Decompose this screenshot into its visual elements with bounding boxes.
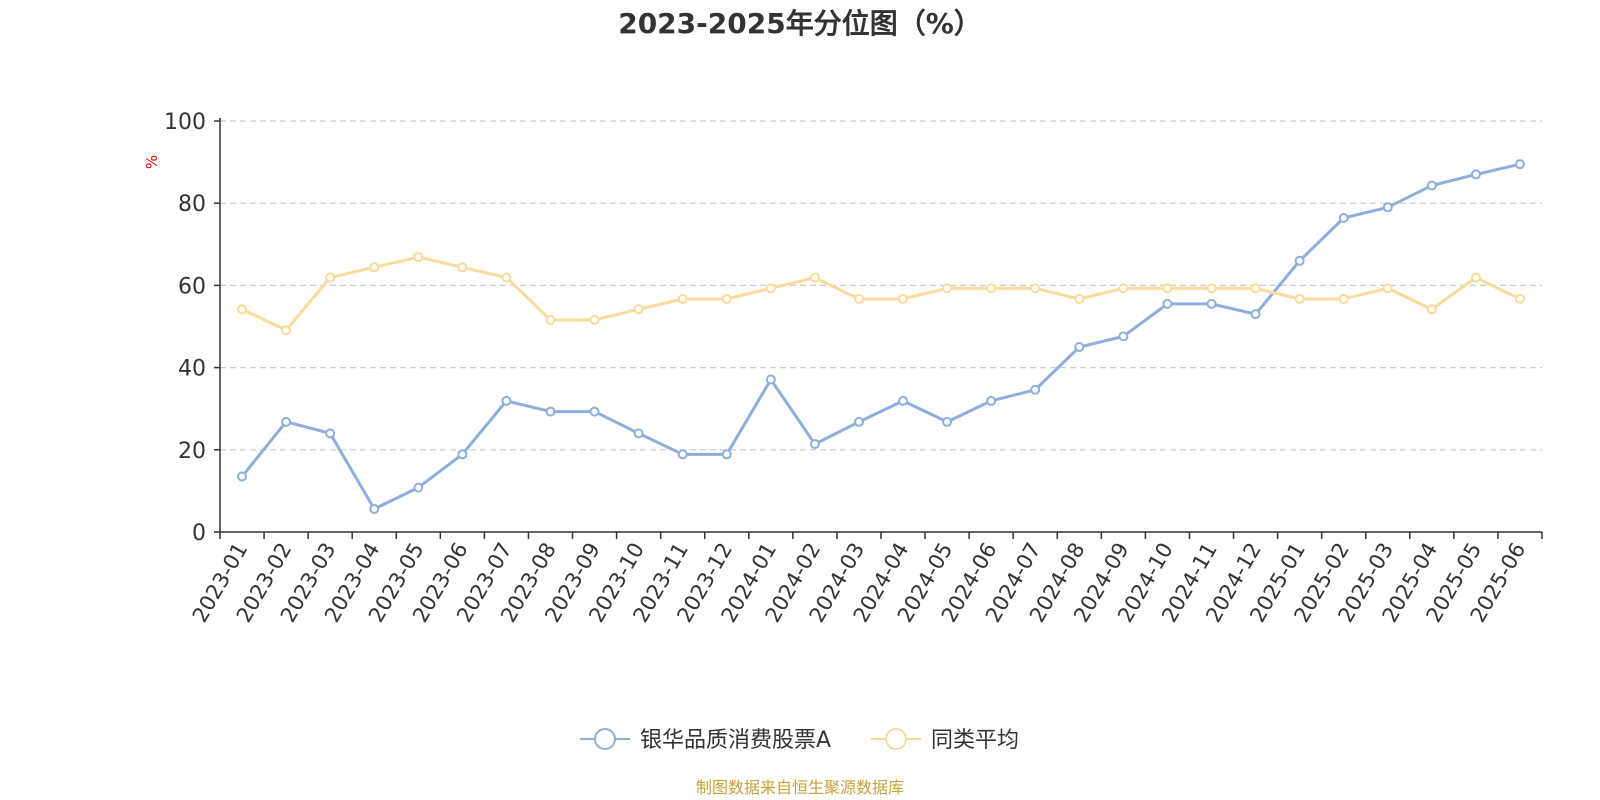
series-2-point[interactable]: [853, 293, 864, 304]
series-2-point[interactable]: [545, 314, 556, 325]
series-2-point[interactable]: [1514, 293, 1525, 304]
series-1-point[interactable]: [1514, 159, 1525, 170]
axes: 0204060801002023-012023-022023-032023-04…: [164, 110, 1543, 626]
series-2-point[interactable]: [501, 272, 512, 283]
grid-lines: [220, 120, 1542, 451]
series-2-point[interactable]: [1206, 283, 1217, 294]
series-2-point[interactable]: [1250, 283, 1261, 294]
series-1-point[interactable]: [413, 482, 424, 493]
series-1-point[interactable]: [1294, 255, 1305, 266]
series-1-point[interactable]: [501, 395, 512, 406]
series-2-point[interactable]: [1470, 272, 1481, 283]
series-2-point[interactable]: [1118, 283, 1129, 294]
series-1-point[interactable]: [1074, 342, 1085, 353]
y-tick-label: 40: [178, 357, 206, 382]
series-2-point[interactable]: [677, 293, 688, 304]
series-1-line: [240, 162, 1521, 511]
series-1-point[interactable]: [1030, 384, 1041, 395]
series-2-point[interactable]: [898, 293, 909, 304]
series-2-point[interactable]: [633, 304, 644, 315]
series-1-point[interactable]: [1206, 298, 1217, 309]
series-1: [237, 159, 1525, 514]
series-1-point[interactable]: [1250, 309, 1261, 320]
y-tick-label: 20: [178, 439, 206, 464]
series-2: [237, 252, 1525, 336]
legend-series-2-label: 同类平均: [931, 728, 1019, 753]
series-2-point[interactable]: [1162, 283, 1173, 294]
legend-series-2-marker: [885, 728, 907, 750]
series-1-point[interactable]: [1382, 202, 1393, 213]
series-2-point[interactable]: [942, 283, 953, 294]
legend-series-1-marker: [594, 728, 616, 750]
series-1-point[interactable]: [677, 449, 688, 460]
y-axis-unit-label: %: [143, 155, 161, 169]
series-1-point[interactable]: [1470, 169, 1481, 180]
series-1-point[interactable]: [237, 471, 248, 482]
series-1-point[interactable]: [589, 406, 600, 417]
series-2-point[interactable]: [457, 262, 468, 273]
series-2-point[interactable]: [1294, 293, 1305, 304]
y-tick-label: 100: [164, 110, 206, 135]
series-1-point[interactable]: [281, 416, 292, 427]
series-1-point[interactable]: [1118, 331, 1129, 342]
series-2-point[interactable]: [589, 314, 600, 325]
y-tick-label: 60: [178, 274, 206, 299]
series-2-point[interactable]: [1074, 293, 1085, 304]
series-2-point[interactable]: [413, 252, 424, 263]
series-1-point[interactable]: [1338, 212, 1349, 223]
series-2-point[interactable]: [1030, 283, 1041, 294]
series-1-point[interactable]: [853, 416, 864, 427]
data-source-note: 制图数据来自恒生聚源数据库: [696, 778, 904, 797]
legend-item-series-2[interactable]: 同类平均: [871, 728, 1019, 753]
series-2-point[interactable]: [1382, 283, 1393, 294]
series-layer: [237, 159, 1525, 514]
legend-item-series-1[interactable]: 银华品质消费股票A: [580, 728, 831, 753]
series-2-point[interactable]: [237, 304, 248, 315]
legend-series-1-label: 银华品质消费股票A: [640, 728, 831, 753]
series-2-point[interactable]: [809, 272, 820, 283]
series-2-point[interactable]: [325, 272, 336, 283]
series-2-point[interactable]: [765, 283, 776, 294]
series-2-point[interactable]: [986, 283, 997, 294]
series-1-point[interactable]: [986, 395, 997, 406]
series-1-point[interactable]: [1426, 180, 1437, 191]
series-1-point[interactable]: [369, 503, 380, 514]
series-1-point[interactable]: [633, 428, 644, 439]
series-1-point[interactable]: [898, 395, 909, 406]
series-2-point[interactable]: [281, 325, 292, 336]
series-2-point[interactable]: [369, 262, 380, 273]
series-1-point[interactable]: [1162, 298, 1173, 309]
series-1-point[interactable]: [457, 449, 468, 460]
series-2-point[interactable]: [1426, 304, 1437, 315]
series-1-point[interactable]: [765, 374, 776, 385]
legend[interactable]: 银华品质消费股票A 同类平均: [580, 728, 1019, 753]
chart-title: 2023-2025年分位图（%）: [618, 7, 982, 40]
series-2-line: [241, 255, 1521, 332]
series-2-point[interactable]: [1338, 293, 1349, 304]
series-1-point[interactable]: [721, 449, 732, 460]
series-1-point[interactable]: [942, 416, 953, 427]
series-1-point[interactable]: [545, 406, 556, 417]
series-2-point[interactable]: [721, 293, 732, 304]
y-tick-label: 80: [178, 192, 206, 217]
y-tick-label: 0: [192, 521, 206, 546]
series-1-point[interactable]: [809, 439, 820, 450]
series-1-point[interactable]: [325, 428, 336, 439]
